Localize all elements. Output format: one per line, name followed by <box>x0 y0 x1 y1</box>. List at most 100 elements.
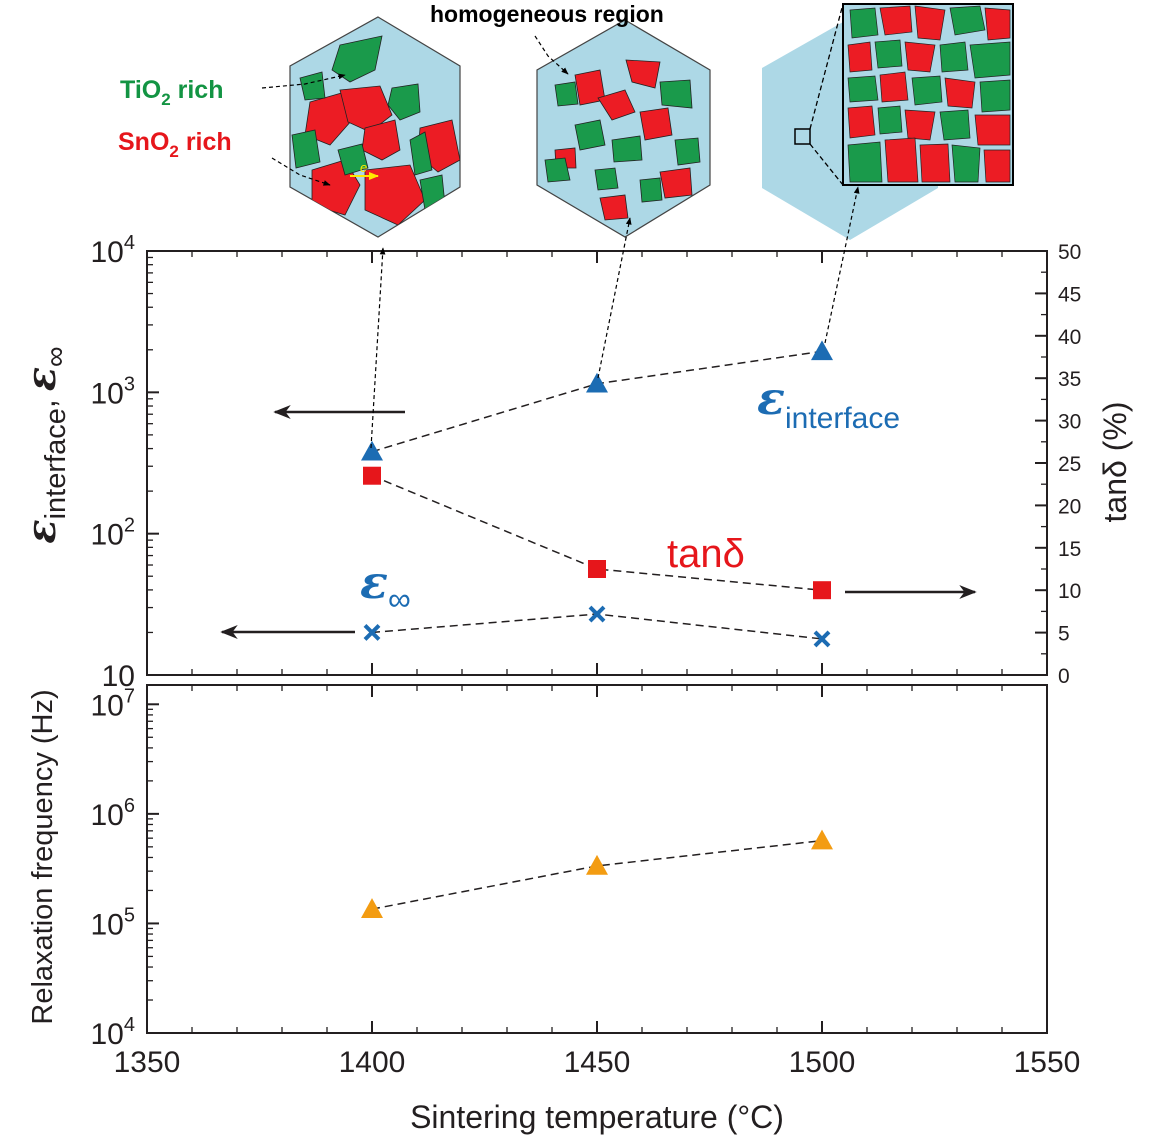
tio2-grain <box>331 35 383 83</box>
eps-infinity-point <box>363 624 381 641</box>
eps-infinity-line <box>371 613 823 640</box>
electron-label: e <box>360 160 367 175</box>
bottom-panel: 107 106 105 104 <box>91 684 1048 1051</box>
tio2-grain <box>674 137 701 166</box>
tio2-grain <box>639 177 663 203</box>
right-y-tick-label: 10 <box>1058 580 1081 603</box>
tio2-grain <box>291 129 321 169</box>
right-y-tick-label: 50 <box>1058 241 1081 264</box>
tio2-grain <box>951 144 981 183</box>
tio2-grain <box>979 79 1011 113</box>
eps-infinity-point <box>813 630 831 648</box>
tio2-grain <box>877 105 903 135</box>
right-y-tick-label: 25 <box>1058 453 1081 476</box>
y-tick-label: 104 <box>91 1014 136 1051</box>
tio2-grain <box>574 119 606 151</box>
eps-interface-label: εinterface <box>757 371 900 435</box>
bottom-y-axis-title: Relaxation frequency (Hz) <box>27 689 59 1024</box>
y-tick-label: 106 <box>91 795 136 832</box>
sno2-grain <box>984 7 1011 41</box>
sno2-grain <box>599 194 629 221</box>
microstructure-insets: e <box>118 1 1014 240</box>
top-panel: 104 103 102 10 0 5 10 15 20 25 30 35 40 45 50 <box>91 232 1082 693</box>
eps-interface-point <box>361 440 383 461</box>
top-right-y-ticks: 0 5 10 15 20 25 30 35 40 45 50 <box>1035 241 1081 688</box>
bottom-left-y-ticks: 107 106 105 104 <box>91 685 159 1051</box>
bottom-x-ticks <box>146 685 1048 1033</box>
y-tick-label: 107 <box>91 685 136 722</box>
tan-delta-point <box>588 560 606 578</box>
tio2-grain <box>911 75 943 106</box>
sno2-grain <box>879 5 913 36</box>
tio2-grain <box>337 143 369 176</box>
sno2-grain <box>904 109 936 141</box>
x-tick-label: 1500 <box>789 1046 856 1079</box>
tio2-grain <box>387 83 421 121</box>
tio2-grain <box>659 79 693 109</box>
eps-infinity-point <box>588 605 606 623</box>
tio2-grain <box>969 41 1011 79</box>
sno2-grain <box>919 143 951 183</box>
x-tick-labels: 1350 1400 1450 1500 1550 <box>114 1046 1081 1079</box>
x-tick-label: 1350 <box>114 1046 181 1079</box>
inset-1450-link <box>597 217 632 379</box>
tio2-grain <box>849 7 879 39</box>
tio2-pointer <box>261 73 346 89</box>
sno2-grain <box>625 59 661 89</box>
tan-delta-point <box>363 466 381 485</box>
relaxation-frequency-line <box>371 839 823 910</box>
tio2-grain <box>594 167 619 191</box>
relaxation-frequency-point <box>811 829 833 850</box>
tio2-grain <box>419 174 446 211</box>
x-tick-label: 1400 <box>339 1046 406 1079</box>
tio2-grain <box>939 109 971 141</box>
sno2-grain <box>884 137 919 183</box>
y-tick-label: 102 <box>91 515 136 552</box>
sno2-grain <box>847 41 873 73</box>
right-y-tick-label: 5 <box>1058 623 1070 646</box>
top-series <box>361 340 833 648</box>
tio2-grain <box>939 41 969 73</box>
eps-interface-point <box>811 340 833 361</box>
sno2-grain <box>914 5 946 41</box>
sno2-grain <box>879 71 909 103</box>
right-y-tick-label: 20 <box>1058 495 1081 518</box>
inset-1500-link <box>824 186 860 344</box>
x-marker-stroke <box>363 624 381 641</box>
sno2-pointer <box>271 157 331 186</box>
homogeneous-region-label: homogeneous region <box>430 1 664 27</box>
top-left-y-ticks: 104 103 102 10 <box>91 232 159 693</box>
sno2-grain <box>944 77 976 109</box>
homogeneous-pointer <box>534 35 569 75</box>
sno2-grain <box>847 105 876 139</box>
inset-1400: e <box>289 16 461 238</box>
eps-infinity-label: ε∞ <box>360 555 411 617</box>
relaxation-frequency-point <box>361 898 383 918</box>
y-tick-label: 10 <box>102 660 135 693</box>
right-y-tick-label: 0 <box>1058 665 1070 688</box>
tan-delta-line <box>371 475 823 591</box>
inset-1500 <box>762 3 1014 240</box>
sno2-grain <box>904 41 936 73</box>
sno2-grain <box>304 91 353 146</box>
right-y-tick-label: 45 <box>1058 283 1081 306</box>
x-axis-title: Sintering temperature (°C) <box>410 1099 784 1135</box>
y-tick-label: 105 <box>91 904 136 941</box>
sno2-grain <box>974 114 1011 146</box>
right-y-tick-label: 15 <box>1058 538 1081 561</box>
sno2-rich-label: SnO2 rich <box>118 128 232 161</box>
tio2-grain <box>874 39 903 69</box>
bottom-series <box>361 829 833 918</box>
source-square <box>794 128 811 145</box>
inset-1450 <box>536 19 711 238</box>
relaxation-frequency-point <box>586 854 608 875</box>
tio2-grain <box>554 81 579 107</box>
sno2-grain <box>364 164 426 226</box>
tio2-grain <box>299 71 326 101</box>
tio2-grain <box>544 157 571 183</box>
y-tick-label: 104 <box>91 232 136 269</box>
x-marker-stroke <box>588 605 606 623</box>
sno2-grain <box>659 167 693 199</box>
sno2-grain <box>597 89 636 121</box>
eps-interface-line <box>371 350 823 453</box>
